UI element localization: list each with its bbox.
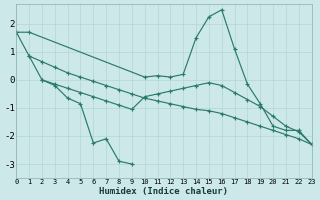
X-axis label: Humidex (Indice chaleur): Humidex (Indice chaleur)	[100, 187, 228, 196]
